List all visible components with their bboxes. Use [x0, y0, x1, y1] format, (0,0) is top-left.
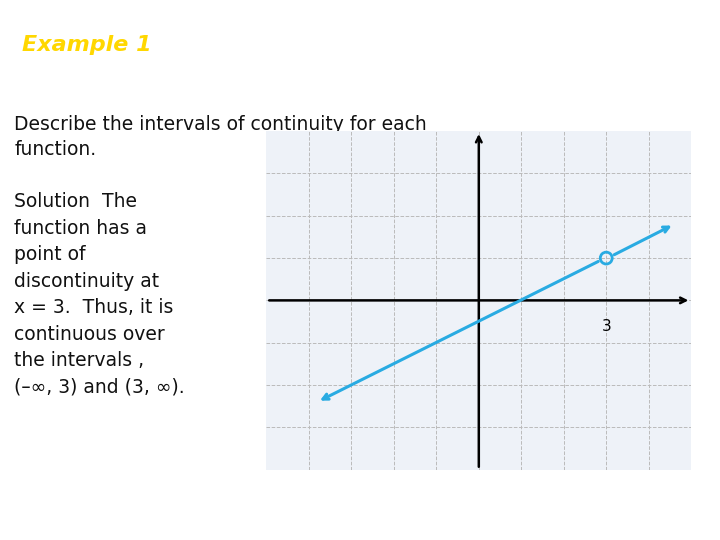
Text: Copyright © 2015, 2011, 2005 Pearson Education, Inc.: Copyright © 2015, 2011, 2005 Pearson Edu…	[200, 517, 448, 525]
Text: DETERMINING INTERVALS OF
CONTINUTIY: DETERMINING INTERVALS OF CONTINUTIY	[248, 22, 587, 69]
Text: PEARSON: PEARSON	[542, 512, 639, 530]
Text: Describe the intervals of continuity for each
function.: Describe the intervals of continuity for…	[14, 115, 427, 159]
Text: ALWAYS LEARNING: ALWAYS LEARNING	[22, 517, 117, 525]
Text: Example 1: Example 1	[22, 35, 151, 56]
Text: Solution  The
function has a
point of
discontinuity at
x = 3.  Thus, it is
conti: Solution The function has a point of dis…	[14, 192, 185, 397]
Text: 3: 3	[601, 320, 611, 334]
Text: 5: 5	[693, 514, 703, 529]
